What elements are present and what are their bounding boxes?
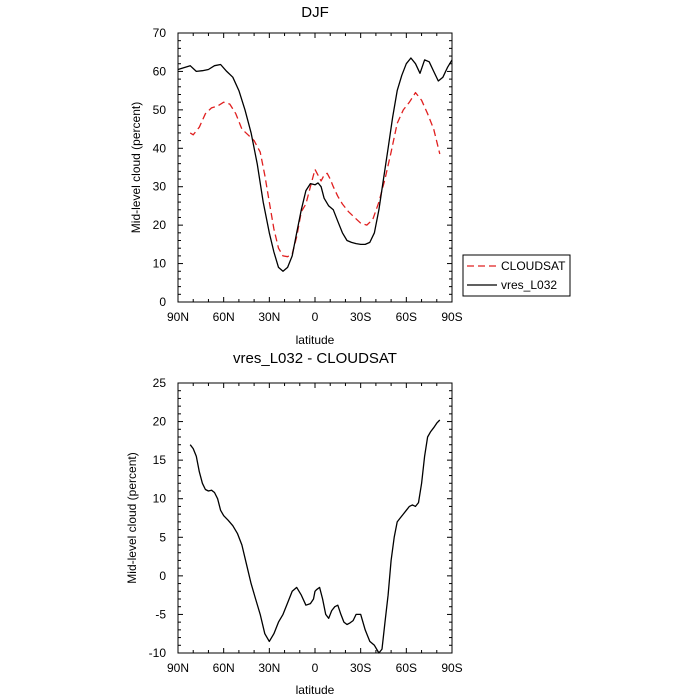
bottom-y-tick-label: 25: [153, 376, 167, 390]
top-y-tick-label: 10: [153, 257, 167, 271]
top-x-tick-label: 30S: [350, 310, 371, 324]
series-line-vres-l032-cloudsat-bottom: [189, 419, 441, 654]
legend-label-cloudsat: CLOUDSAT: [501, 259, 566, 273]
top-y-tick-label: 20: [153, 218, 167, 232]
bottom-chart-title: vres_L032 - CLOUDSAT: [233, 350, 397, 367]
bottom-y-tick-label: 20: [153, 415, 167, 429]
bottom-x-tick-label: 0: [312, 661, 319, 675]
bottom-x-tick-label: 60N: [213, 661, 235, 675]
top-x-tick-label: 60N: [213, 310, 235, 324]
top-x-tick-label: 90N: [167, 310, 189, 324]
top-chart-panel: DJF 90N 60N 30N 0 30S 60S 90S 0 10 20 30 40 50 60 70 l…: [129, 4, 571, 347]
legend-box: [462, 254, 571, 297]
top-plot-frame: [177, 32, 453, 303]
bottom-x-tick-label: 30N: [258, 661, 280, 675]
top-y-axis-label: Mid-level cloud (percent): [129, 102, 143, 233]
bottom-y-tick-label: 5: [159, 530, 166, 544]
top-x-tick-label: 90S: [441, 310, 462, 324]
top-y-tick-label: 0: [159, 295, 166, 309]
top-y-tick-label: 70: [153, 26, 167, 40]
top-y-tick-label: 30: [153, 180, 167, 194]
series-line-cloudsat-top: [189, 91, 441, 258]
top-x-tick-label: 0: [312, 310, 319, 324]
bottom-x-tick-label: 60S: [396, 661, 417, 675]
top-x-tick-label: 60S: [396, 310, 417, 324]
bottom-x-axis-label: latitude: [296, 683, 335, 697]
series-line-vres-l032-top: [177, 57, 453, 272]
bottom-y-tick-label: -5: [155, 607, 166, 621]
bottom-x-tick-label: 90N: [167, 661, 189, 675]
bottom-y-tick-label: -10: [149, 646, 167, 660]
top-x-tick-label: 30N: [258, 310, 280, 324]
top-y-tick-label: 60: [153, 64, 167, 78]
bottom-x-tick-label: 30S: [350, 661, 371, 675]
bottom-x-tick-label: 90S: [441, 661, 462, 675]
bottom-y-tick-label: 15: [153, 453, 167, 467]
bottom-y-axis-label: Mid-level cloud (percent): [125, 452, 139, 583]
bottom-chart-panel: vres_L032 - CLOUDSAT 90N 60N 30N 0 30S 60S 90S…: [125, 350, 463, 697]
top-y-tick-label: 40: [153, 141, 167, 155]
top-chart-title: DJF: [301, 4, 329, 21]
top-y-tick-label: 50: [153, 103, 167, 117]
legend: CLOUDSAT vres_L032: [462, 254, 571, 297]
top-x-axis-label: latitude: [296, 333, 335, 347]
legend-label-vres-l032: vres_L032: [501, 278, 557, 292]
bottom-plot-frame: [177, 382, 453, 654]
bottom-y-tick-label: 0: [159, 569, 166, 583]
bottom-y-tick-label: 10: [153, 492, 167, 506]
